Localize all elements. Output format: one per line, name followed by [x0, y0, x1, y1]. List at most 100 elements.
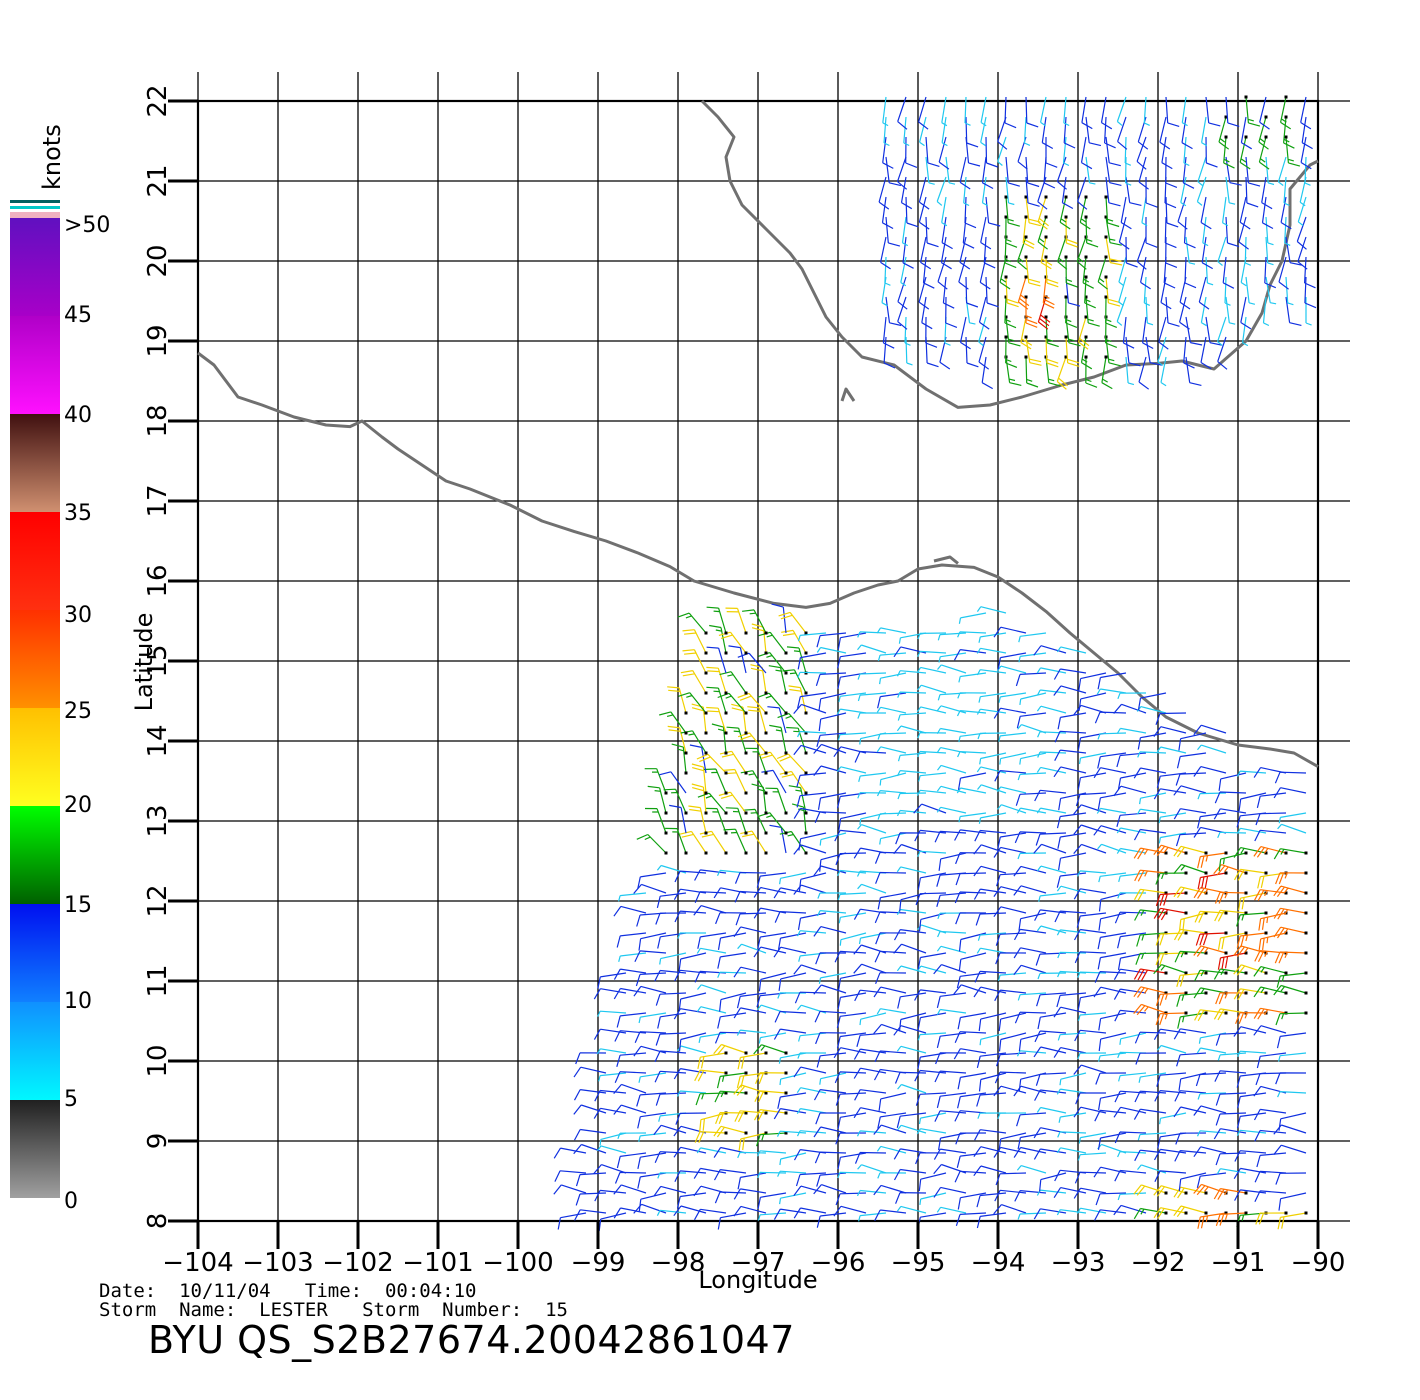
- wind-barb: [1180, 176, 1187, 207]
- wind-barb: [1175, 1132, 1207, 1145]
- wind-barb: [994, 1189, 1027, 1202]
- wind-barb: [978, 632, 1007, 643]
- wind-barb: [876, 1008, 907, 1015]
- wind-barb: [838, 912, 867, 924]
- wind-barb: [1118, 256, 1127, 287]
- rain-flag: [1204, 891, 1208, 895]
- wind-barb: [734, 1110, 767, 1123]
- wind-barb: [757, 932, 787, 949]
- wind-barb: [1140, 256, 1151, 290]
- wind-barb: [1124, 136, 1132, 166]
- wind-barb: [675, 1112, 707, 1125]
- wind-barb: [1256, 792, 1287, 809]
- rain-flag: [1024, 235, 1028, 239]
- wind-barb: [1173, 808, 1207, 820]
- wind-barb: [1114, 1131, 1147, 1144]
- wind-barb: [1133, 986, 1167, 998]
- wind-barb: [815, 1112, 846, 1125]
- wind-barb: [941, 196, 948, 227]
- wind-barb: [1093, 986, 1127, 998]
- wind-barb: [797, 1052, 826, 1059]
- wind-barb: [1016, 807, 1047, 814]
- rain-flag: [804, 771, 808, 775]
- wind-barb: [836, 708, 867, 715]
- wind-barb: [1065, 336, 1080, 367]
- wind-barb: [1036, 992, 1067, 1007]
- wind-barb: [938, 652, 967, 663]
- wind-barb: [654, 1151, 687, 1163]
- wind-barb: [938, 136, 950, 170]
- wind-barb: [1025, 176, 1040, 207]
- wind-barb: [1078, 692, 1107, 711]
- wind-barb: [965, 296, 976, 325]
- x-tick-label: −92: [1131, 1248, 1186, 1278]
- wind-barb: [1095, 1072, 1127, 1085]
- wind-barb: [835, 1192, 867, 1206]
- storm-line: Storm Name: LESTER Storm Number: 15: [99, 1299, 568, 1321]
- wind-barb: [902, 236, 914, 269]
- wind-barb: [573, 1066, 607, 1078]
- wind-barb: [964, 196, 977, 229]
- rain-flag: [744, 771, 748, 775]
- rain-flag: [724, 651, 728, 655]
- wind-barb: [977, 932, 1007, 941]
- wind-barb: [1176, 752, 1207, 769]
- wind-barb: [1253, 1025, 1287, 1036]
- wind-barb: [919, 116, 927, 147]
- wind-barb: [667, 686, 687, 714]
- wind-barb: [995, 1172, 1027, 1186]
- rain-flag: [764, 1051, 768, 1055]
- wind-barb: [1057, 832, 1087, 849]
- wind-barb: [937, 692, 967, 701]
- wind-barb: [873, 1068, 907, 1081]
- wind-barb: [1205, 256, 1214, 286]
- wind-barb: [697, 984, 727, 994]
- wind-barb: [1178, 732, 1207, 751]
- wind-barb: [917, 684, 947, 694]
- wind-barb: [1065, 256, 1078, 288]
- wind-barb: [1059, 196, 1071, 230]
- wind-barb: [697, 1052, 727, 1070]
- wind-barb: [1082, 256, 1094, 289]
- wind-barb: [1036, 705, 1067, 714]
- wind-barb: [876, 1145, 907, 1154]
- rain-flag: [744, 851, 748, 855]
- wind-barb: [575, 1192, 607, 1206]
- wind-barb: [706, 646, 727, 674]
- wind-barb: [813, 765, 847, 776]
- wind-barb: [725, 807, 747, 834]
- wind-barb: [1158, 832, 1187, 844]
- wind-barb: [918, 196, 930, 230]
- wind-barb: [696, 1147, 727, 1154]
- rain-flag: [1264, 135, 1268, 139]
- wind-barb: [714, 1191, 747, 1204]
- wind-barb: [1114, 1169, 1147, 1182]
- wind-barb: [955, 912, 987, 925]
- wind-barb: [737, 1052, 767, 1070]
- wind-barb: [954, 1031, 987, 1043]
- rain-flag: [784, 831, 788, 835]
- wind-barb: [1195, 1072, 1227, 1087]
- wind-barb: [673, 1068, 707, 1080]
- rain-flag: [1264, 851, 1268, 855]
- wind-barb: [834, 829, 867, 842]
- legend-title: knots: [38, 124, 66, 190]
- legend-label: 35: [64, 501, 92, 526]
- wind-barb: [1116, 812, 1147, 827]
- wind-barb: [733, 926, 767, 938]
- rain-flag: [764, 751, 768, 755]
- wind-barb: [1018, 1072, 1047, 1092]
- wind-barb: [677, 612, 707, 634]
- wind-barb: [915, 1092, 947, 1106]
- wind-barb: [1033, 1046, 1067, 1058]
- wind-barb: [879, 772, 907, 786]
- wind-barb: [1077, 1052, 1107, 1060]
- wind-barb: [1245, 276, 1256, 305]
- wind-barb: [1037, 972, 1067, 980]
- color-legend: >50 45 40 35 30 25 20 15 10 5 0 knots: [10, 124, 110, 1214]
- wind-barb: [1073, 928, 1107, 941]
- wind-barb: [1105, 156, 1122, 186]
- wind-barb: [917, 872, 947, 890]
- grid: [168, 72, 1350, 1248]
- wind-barb: [773, 887, 807, 899]
